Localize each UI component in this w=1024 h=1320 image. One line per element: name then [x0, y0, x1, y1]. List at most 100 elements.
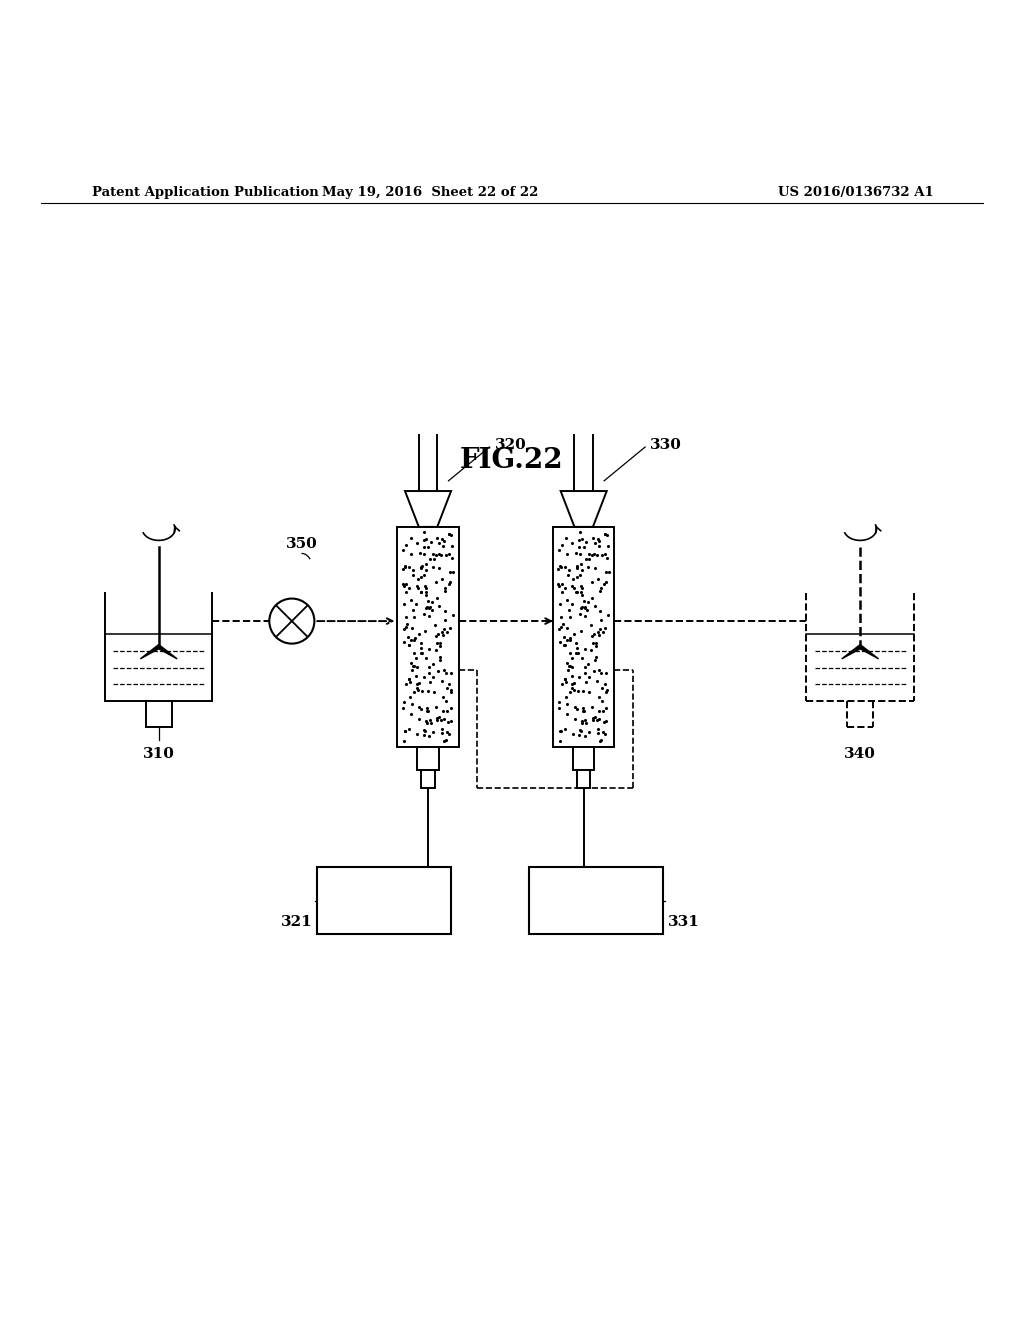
Point: [583, 614, 599, 635]
Point: [410, 578, 426, 599]
Point: [556, 635, 572, 656]
Point: [416, 544, 432, 565]
Point: [588, 632, 604, 653]
Point: [587, 533, 603, 554]
Polygon shape: [404, 491, 451, 527]
Text: 350: 350: [286, 537, 318, 552]
Point: [573, 648, 590, 669]
Point: [410, 568, 426, 589]
Point: [441, 618, 458, 639]
Point: [558, 528, 574, 549]
Point: [395, 692, 412, 713]
Point: [581, 667, 597, 688]
Point: [573, 598, 590, 619]
Point: [437, 610, 454, 631]
Point: [557, 719, 573, 741]
Point: [589, 544, 605, 565]
Point: [422, 597, 438, 618]
Point: [571, 565, 588, 586]
Point: [564, 532, 581, 553]
Point: [584, 587, 600, 609]
Point: [600, 535, 616, 556]
Point: [421, 656, 437, 677]
Point: [399, 614, 416, 635]
Point: [435, 660, 452, 681]
Point: [591, 531, 607, 552]
Point: [568, 582, 585, 603]
Point: [409, 656, 425, 677]
Point: [416, 536, 432, 557]
Point: [418, 585, 434, 606]
Point: [594, 677, 610, 698]
Point: [572, 576, 589, 597]
Point: [429, 527, 445, 548]
Point: [598, 681, 614, 702]
Point: [401, 686, 418, 708]
Point: [434, 622, 451, 643]
Point: [420, 590, 436, 611]
Point: [563, 594, 580, 615]
Point: [598, 711, 614, 733]
Point: [421, 726, 437, 747]
Point: [431, 595, 447, 616]
Point: [432, 647, 449, 668]
Point: [428, 587, 444, 609]
Point: [568, 698, 585, 719]
Point: [581, 544, 597, 565]
Point: [409, 532, 425, 553]
Point: [581, 557, 597, 578]
Point: [402, 704, 419, 725]
Point: [425, 721, 441, 742]
Point: [429, 709, 445, 730]
Point: [581, 653, 597, 675]
Point: [598, 663, 614, 684]
Point: [574, 597, 591, 618]
Point: [584, 697, 600, 718]
Point: [560, 656, 577, 677]
Point: [553, 535, 569, 556]
Point: [425, 544, 441, 565]
Point: [416, 565, 432, 586]
Point: [598, 572, 614, 593]
Point: [573, 582, 590, 603]
Point: [586, 660, 602, 681]
Point: [551, 576, 567, 597]
Point: [577, 606, 593, 627]
Point: [394, 573, 411, 594]
Point: [425, 667, 441, 688]
Point: [401, 669, 418, 690]
Point: [425, 653, 441, 675]
Point: [574, 698, 591, 719]
Point: [558, 630, 574, 651]
Point: [435, 709, 452, 730]
Point: [432, 632, 449, 653]
Bar: [573, 747, 594, 770]
Point: [556, 669, 572, 690]
Point: [569, 566, 586, 587]
Point: [401, 577, 418, 598]
Point: [403, 618, 420, 639]
Point: [428, 572, 444, 593]
Point: [566, 672, 583, 693]
Point: [587, 649, 603, 671]
Point: [429, 708, 445, 729]
Point: [574, 713, 591, 734]
Point: [593, 577, 609, 598]
Point: [427, 614, 443, 635]
Point: [414, 681, 430, 702]
Point: [418, 578, 434, 599]
Text: US 2016/0136732 A1: US 2016/0136732 A1: [778, 186, 934, 198]
Point: [586, 624, 602, 645]
Point: [592, 730, 608, 751]
Point: [410, 680, 426, 701]
Point: [571, 719, 588, 741]
Point: [572, 721, 589, 742]
Point: [557, 577, 573, 598]
Point: [601, 562, 617, 583]
Point: [440, 723, 457, 744]
Point: [396, 631, 413, 652]
Point: [564, 665, 581, 686]
Point: [554, 582, 570, 603]
Point: [412, 543, 428, 564]
Point: [573, 560, 590, 581]
